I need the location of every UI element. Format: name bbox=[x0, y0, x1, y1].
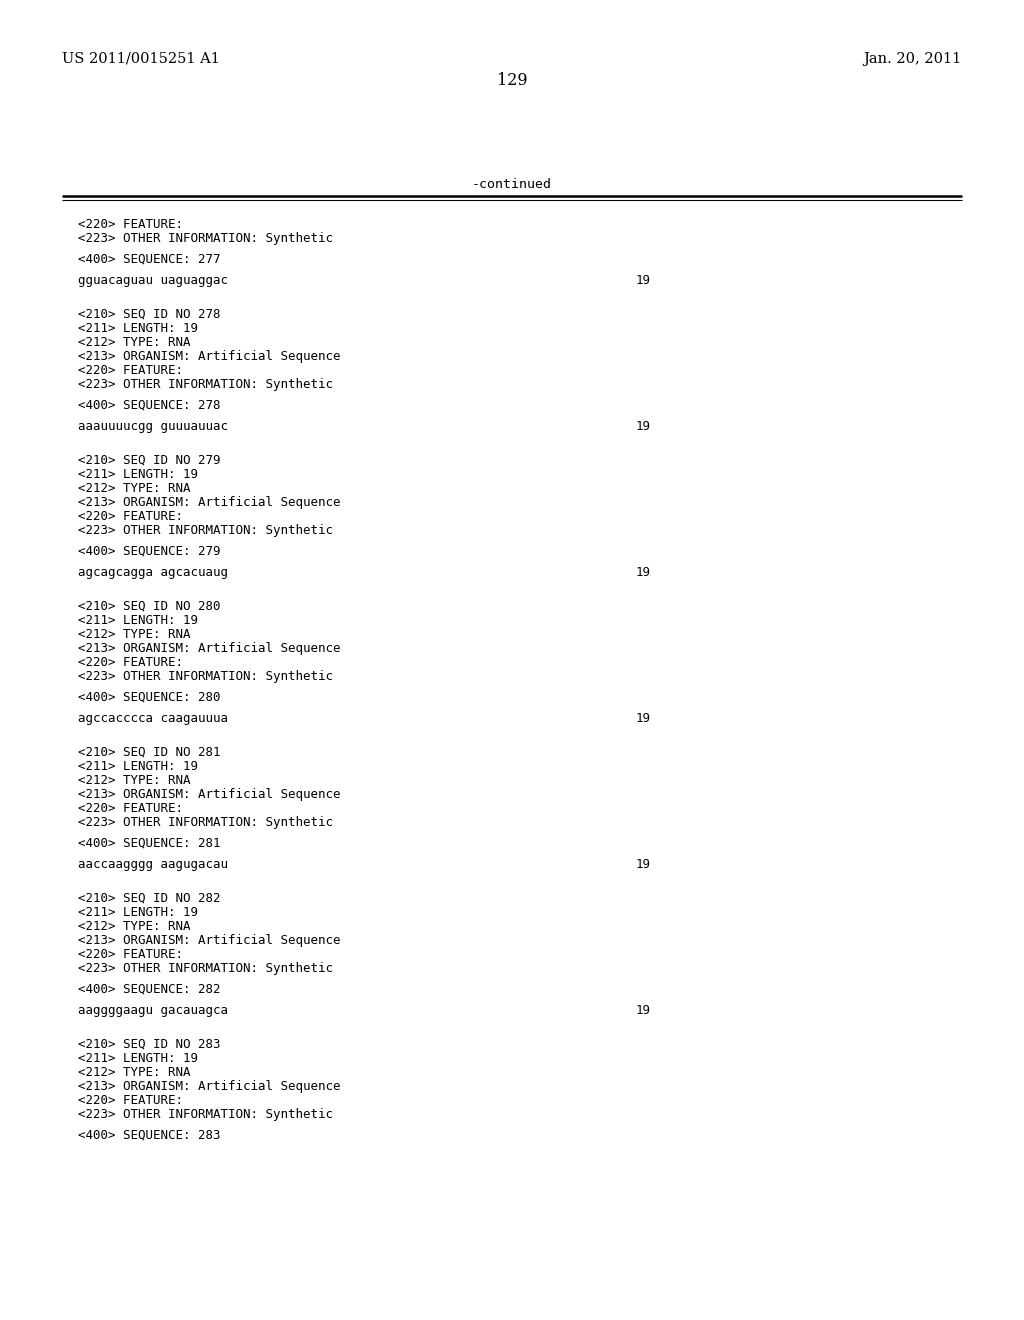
Text: <220> FEATURE:: <220> FEATURE: bbox=[78, 364, 183, 378]
Text: <400> SEQUENCE: 282: <400> SEQUENCE: 282 bbox=[78, 983, 220, 997]
Text: 19: 19 bbox=[636, 275, 651, 286]
Text: <400> SEQUENCE: 281: <400> SEQUENCE: 281 bbox=[78, 837, 220, 850]
Text: 19: 19 bbox=[636, 711, 651, 725]
Text: aaauuuucgg guuuauuac: aaauuuucgg guuuauuac bbox=[78, 420, 228, 433]
Text: <220> FEATURE:: <220> FEATURE: bbox=[78, 1094, 183, 1107]
Text: -continued: -continued bbox=[472, 178, 552, 191]
Text: <223> OTHER INFORMATION: Synthetic: <223> OTHER INFORMATION: Synthetic bbox=[78, 378, 333, 391]
Text: <220> FEATURE:: <220> FEATURE: bbox=[78, 803, 183, 814]
Text: <211> LENGTH: 19: <211> LENGTH: 19 bbox=[78, 614, 198, 627]
Text: <400> SEQUENCE: 279: <400> SEQUENCE: 279 bbox=[78, 545, 220, 558]
Text: <212> TYPE: RNA: <212> TYPE: RNA bbox=[78, 920, 190, 933]
Text: <210> SEQ ID NO 282: <210> SEQ ID NO 282 bbox=[78, 892, 220, 906]
Text: US 2011/0015251 A1: US 2011/0015251 A1 bbox=[62, 51, 220, 66]
Text: <223> OTHER INFORMATION: Synthetic: <223> OTHER INFORMATION: Synthetic bbox=[78, 524, 333, 537]
Text: <223> OTHER INFORMATION: Synthetic: <223> OTHER INFORMATION: Synthetic bbox=[78, 962, 333, 975]
Text: Jan. 20, 2011: Jan. 20, 2011 bbox=[864, 51, 962, 66]
Text: <213> ORGANISM: Artificial Sequence: <213> ORGANISM: Artificial Sequence bbox=[78, 642, 341, 655]
Text: <220> FEATURE:: <220> FEATURE: bbox=[78, 218, 183, 231]
Text: agcagcagga agcacuaug: agcagcagga agcacuaug bbox=[78, 566, 228, 579]
Text: 19: 19 bbox=[636, 566, 651, 579]
Text: <212> TYPE: RNA: <212> TYPE: RNA bbox=[78, 628, 190, 642]
Text: 19: 19 bbox=[636, 858, 651, 871]
Text: 129: 129 bbox=[497, 73, 527, 88]
Text: <223> OTHER INFORMATION: Synthetic: <223> OTHER INFORMATION: Synthetic bbox=[78, 232, 333, 246]
Text: <210> SEQ ID NO 278: <210> SEQ ID NO 278 bbox=[78, 308, 220, 321]
Text: <210> SEQ ID NO 280: <210> SEQ ID NO 280 bbox=[78, 601, 220, 612]
Text: <213> ORGANISM: Artificial Sequence: <213> ORGANISM: Artificial Sequence bbox=[78, 935, 341, 946]
Text: <212> TYPE: RNA: <212> TYPE: RNA bbox=[78, 337, 190, 348]
Text: gguacaguau uaguaggac: gguacaguau uaguaggac bbox=[78, 275, 228, 286]
Text: <400> SEQUENCE: 278: <400> SEQUENCE: 278 bbox=[78, 399, 220, 412]
Text: <211> LENGTH: 19: <211> LENGTH: 19 bbox=[78, 906, 198, 919]
Text: <223> OTHER INFORMATION: Synthetic: <223> OTHER INFORMATION: Synthetic bbox=[78, 671, 333, 682]
Text: <212> TYPE: RNA: <212> TYPE: RNA bbox=[78, 774, 190, 787]
Text: <210> SEQ ID NO 283: <210> SEQ ID NO 283 bbox=[78, 1038, 220, 1051]
Text: <211> LENGTH: 19: <211> LENGTH: 19 bbox=[78, 322, 198, 335]
Text: <400> SEQUENCE: 280: <400> SEQUENCE: 280 bbox=[78, 690, 220, 704]
Text: <400> SEQUENCE: 277: <400> SEQUENCE: 277 bbox=[78, 253, 220, 267]
Text: <211> LENGTH: 19: <211> LENGTH: 19 bbox=[78, 469, 198, 480]
Text: <210> SEQ ID NO 279: <210> SEQ ID NO 279 bbox=[78, 454, 220, 467]
Text: <211> LENGTH: 19: <211> LENGTH: 19 bbox=[78, 1052, 198, 1065]
Text: 19: 19 bbox=[636, 420, 651, 433]
Text: aaggggaagu gacauagca: aaggggaagu gacauagca bbox=[78, 1005, 228, 1016]
Text: <212> TYPE: RNA: <212> TYPE: RNA bbox=[78, 482, 190, 495]
Text: <212> TYPE: RNA: <212> TYPE: RNA bbox=[78, 1067, 190, 1078]
Text: <213> ORGANISM: Artificial Sequence: <213> ORGANISM: Artificial Sequence bbox=[78, 1080, 341, 1093]
Text: <211> LENGTH: 19: <211> LENGTH: 19 bbox=[78, 760, 198, 774]
Text: <220> FEATURE:: <220> FEATURE: bbox=[78, 510, 183, 523]
Text: <213> ORGANISM: Artificial Sequence: <213> ORGANISM: Artificial Sequence bbox=[78, 788, 341, 801]
Text: 19: 19 bbox=[636, 1005, 651, 1016]
Text: <220> FEATURE:: <220> FEATURE: bbox=[78, 948, 183, 961]
Text: agccacccca caagauuua: agccacccca caagauuua bbox=[78, 711, 228, 725]
Text: <400> SEQUENCE: 283: <400> SEQUENCE: 283 bbox=[78, 1129, 220, 1142]
Text: <210> SEQ ID NO 281: <210> SEQ ID NO 281 bbox=[78, 746, 220, 759]
Text: <220> FEATURE:: <220> FEATURE: bbox=[78, 656, 183, 669]
Text: <213> ORGANISM: Artificial Sequence: <213> ORGANISM: Artificial Sequence bbox=[78, 350, 341, 363]
Text: <213> ORGANISM: Artificial Sequence: <213> ORGANISM: Artificial Sequence bbox=[78, 496, 341, 510]
Text: <223> OTHER INFORMATION: Synthetic: <223> OTHER INFORMATION: Synthetic bbox=[78, 816, 333, 829]
Text: aaccaagggg aagugacau: aaccaagggg aagugacau bbox=[78, 858, 228, 871]
Text: <223> OTHER INFORMATION: Synthetic: <223> OTHER INFORMATION: Synthetic bbox=[78, 1107, 333, 1121]
